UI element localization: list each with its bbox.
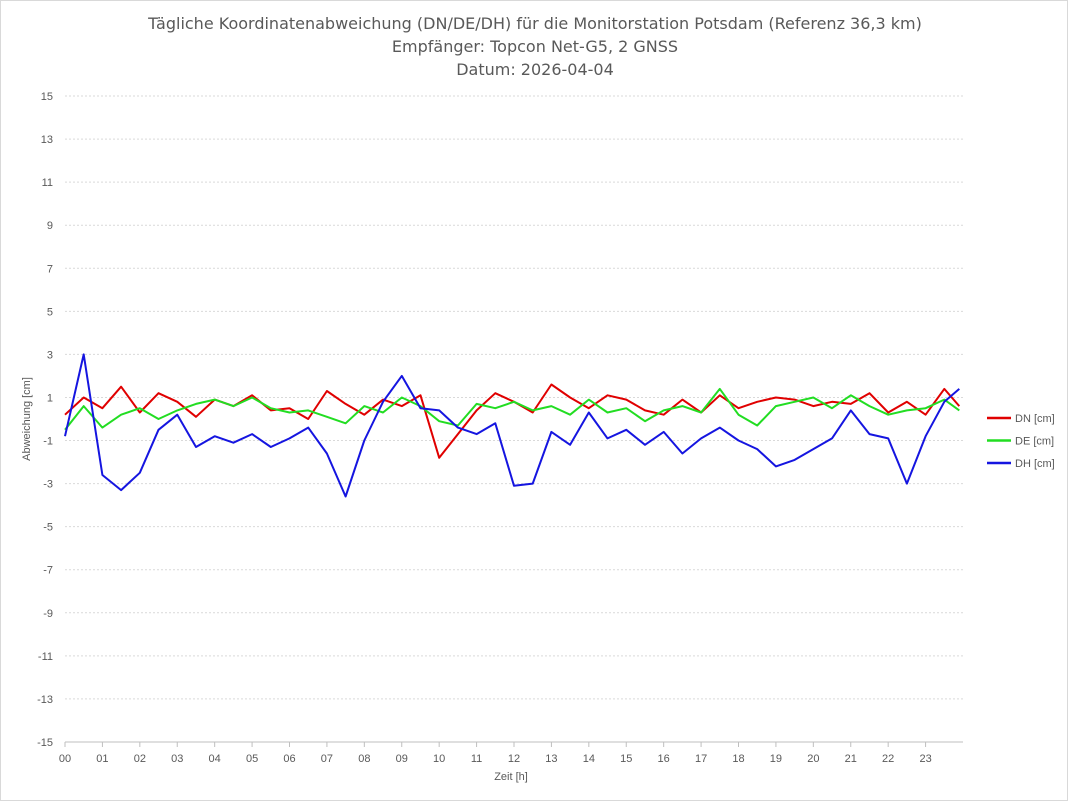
y-tick-label: 5 [47, 306, 53, 318]
y-tick-label: 13 [41, 134, 53, 146]
y-tick-label: 9 [47, 220, 53, 232]
x-tick-label: 11 [471, 753, 482, 765]
x-tick-label: 17 [695, 753, 707, 765]
grid-lines [65, 95, 963, 743]
y-tick-label: 1 [47, 392, 53, 404]
x-tick-label: 00 [59, 753, 71, 765]
x-axis-title: Zeit [h] [494, 771, 528, 783]
x-tick-label: 03 [171, 753, 183, 765]
x-tick-label: 20 [807, 753, 819, 765]
series-line-dn [64, 383, 961, 459]
chart-title-line-2: Empfänger: Topcon Net-G5, 2 GNSS [392, 37, 678, 56]
chart-title-line-3: Datum: 2026-04-04 [456, 60, 614, 79]
x-tick-label: 09 [396, 753, 408, 765]
legend-label: DN [cm] [1015, 413, 1055, 425]
y-axis-ticks: 15 13 11 9 7 5 3 1 -1 -3 -5 -7 -9 -11 -13 -15 [37, 91, 53, 749]
series-lines [64, 353, 961, 498]
y-tick-label: -7 [43, 565, 53, 577]
x-tick-label: 13 [545, 753, 557, 765]
x-axis-ticks: 00 01 02 03 04 05 06 07 08 09 10 11 12 13 14 15 16 17 18 19… [59, 742, 932, 765]
y-tick-label: 7 [47, 263, 53, 275]
x-tick-label: 22 [882, 753, 894, 765]
y-tick-label: -11 [38, 651, 53, 663]
x-tick-label: 08 [358, 753, 370, 765]
x-tick-label: 19 [770, 753, 782, 765]
y-tick-label: 11 [42, 177, 53, 189]
y-tick-label: -1 [43, 436, 53, 448]
y-tick-label: -9 [43, 608, 53, 620]
x-tick-label: 02 [134, 753, 146, 765]
y-tick-label: -13 [37, 694, 53, 706]
chart-title: Tägliche Koordinatenabweichung (DN/DE/DH… [147, 14, 922, 79]
y-axis-title: Abweichung [cm] [21, 377, 33, 461]
y-tick-label: -3 [43, 479, 53, 491]
x-tick-label: 21 [845, 753, 857, 765]
legend: DN [cm] DE [cm] DH [cm] [987, 413, 1055, 470]
legend-label: DH [cm] [1015, 458, 1055, 470]
x-tick-label: 16 [658, 753, 670, 765]
x-tick-label: 10 [433, 753, 445, 765]
x-tick-label: 14 [583, 753, 595, 765]
x-tick-label: 07 [321, 753, 333, 765]
legend-label: DE [cm] [1015, 436, 1054, 448]
x-tick-label: 12 [508, 753, 520, 765]
x-tick-label: 06 [283, 753, 295, 765]
x-tick-label: 01 [96, 753, 108, 765]
y-tick-label: 15 [41, 91, 53, 103]
x-tick-label: 23 [919, 753, 931, 765]
x-tick-label: 15 [620, 753, 632, 765]
y-tick-label: 3 [47, 349, 53, 361]
y-tick-label: -5 [43, 522, 53, 534]
x-tick-label: 18 [732, 753, 744, 765]
y-tick-label: -15 [37, 737, 53, 749]
chart-title-line-1: Tägliche Koordinatenabweichung (DN/DE/DH… [147, 14, 922, 33]
series-line-de [64, 387, 960, 431]
x-tick-label: 05 [246, 753, 258, 765]
series-line-dh [64, 353, 960, 498]
x-tick-label: 04 [209, 753, 221, 765]
